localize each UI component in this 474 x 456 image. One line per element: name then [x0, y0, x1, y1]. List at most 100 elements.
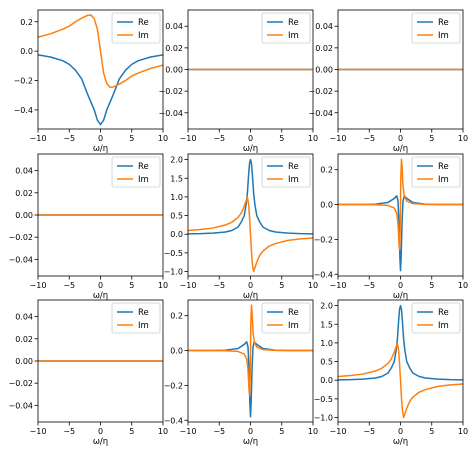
y-tick-label: 0.0 [20, 47, 33, 56]
x-tick-label: 0 [248, 134, 253, 143]
x-axis-label: ω/η [393, 291, 408, 301]
y-tick-label: −0.02 [158, 87, 183, 96]
x-axis-label: ω/η [393, 437, 408, 447]
x-tick-label: 10 [158, 281, 168, 290]
x-tick-label: 10 [308, 281, 318, 290]
y-tick-label: −0.2 [314, 235, 333, 244]
y-tick-label: 0.00 [15, 211, 33, 220]
y-tick-label: −0.02 [8, 379, 33, 388]
legend-label-re: Re [438, 162, 449, 172]
x-tick-label: −5 [213, 427, 225, 436]
y-tick-label: −0.04 [308, 109, 333, 118]
x-tick-label: 5 [429, 427, 434, 436]
legend-box [411, 12, 461, 44]
legend: Re Im [261, 12, 311, 44]
y-tick-label: −0.4 [14, 106, 33, 115]
y-tick-label: −0.04 [8, 401, 33, 410]
x-tick-label: −5 [363, 134, 375, 143]
y-tick-label: 0.0 [170, 230, 183, 239]
chart-panel-9: −10 −5 0 5 10 −1.0 −0.5 0.0 0.5 1.0 1.5 2.0 ω/η Re Im [314, 299, 468, 447]
legend-label-im: Im [288, 175, 299, 185]
legend-label-im: Im [438, 31, 449, 41]
x-tick-label: 0 [98, 134, 103, 143]
y-tick-label: −0.04 [158, 109, 183, 118]
x-tick-label: 5 [429, 281, 434, 290]
x-tick-label: 5 [129, 134, 134, 143]
y-tick-label: 0.0 [170, 347, 183, 356]
y-tick-label: −0.02 [8, 233, 33, 242]
x-tick-label: 0 [398, 427, 403, 436]
legend-box [261, 302, 311, 334]
x-tick-label: −5 [363, 281, 375, 290]
y-tick-label: 0.02 [15, 335, 33, 344]
x-tick-label: 5 [279, 281, 284, 290]
series-line-im [338, 342, 463, 419]
legend: Re Im [111, 12, 161, 44]
x-axis-label: ω/η [243, 144, 258, 154]
x-tick-label: 0 [98, 281, 103, 290]
legend: Re Im [111, 302, 161, 334]
x-tick-label: −10 [30, 281, 47, 290]
legend-label-re: Re [138, 308, 149, 318]
x-tick-label: 10 [458, 134, 468, 143]
x-tick-label: 10 [458, 281, 468, 290]
x-tick-label: −10 [30, 134, 47, 143]
chart-panel-7: −10 −5 0 5 10 −0.04 −0.02 0.00 0.02 0.04 ω/η Re Im [8, 299, 168, 447]
legend-label-im: Im [138, 175, 149, 185]
y-tick-label: 2.0 [320, 302, 333, 311]
y-tick-label: 0.2 [320, 166, 333, 175]
x-tick-label: 10 [458, 427, 468, 436]
y-tick-label: 2.0 [170, 156, 183, 165]
y-tick-label: 0.04 [315, 22, 333, 31]
y-tick-label: 0.5 [320, 358, 333, 367]
legend-label-re: Re [138, 18, 149, 28]
series-line-im [338, 158, 463, 251]
chart-panel-1: −10 −5 0 5 10 −0.4 −0.2 0.0 0.2 ω/η Re Im [14, 9, 168, 154]
legend: Re Im [261, 156, 311, 188]
legend-label-im: Im [288, 31, 299, 41]
y-tick-label: 0.2 [20, 18, 33, 27]
x-tick-label: 5 [279, 134, 284, 143]
x-tick-label: −10 [330, 281, 347, 290]
chart-panel-8: −10 −5 0 5 10 −0.4 −0.2 0.0 0.2 ω/η Re Im [164, 299, 318, 447]
x-tick-label: 10 [308, 134, 318, 143]
legend: Re Im [411, 12, 461, 44]
y-tick-label: −0.5 [164, 249, 183, 258]
y-tick-label: 0.2 [170, 312, 183, 321]
chart-panel-4: −10 −5 0 5 10 −0.04 −0.02 0.00 0.02 0.04 ω/η Re Im [8, 153, 168, 301]
series-line-re [188, 341, 313, 418]
x-tick-label: 10 [158, 134, 168, 143]
chart-panel-2: −10 −5 0 5 10 −0.04 −0.02 0.00 0.02 0.04 ω/η Re Im [158, 9, 318, 154]
y-tick-label: 0.04 [15, 313, 33, 322]
legend-label-re: Re [438, 18, 449, 28]
y-tick-label: −0.02 [308, 87, 333, 96]
legend-label-im: Im [138, 321, 149, 331]
x-tick-label: 0 [248, 281, 253, 290]
x-tick-label: 0 [98, 427, 103, 436]
y-tick-label: −0.04 [8, 255, 33, 264]
chart-panel-5: −10 −5 0 5 10 −1.0 −0.5 0.0 0.5 1.0 1.5 2.0 ω/η Re Im [164, 153, 318, 301]
series-line-re [38, 54, 163, 126]
x-tick-label: 0 [398, 281, 403, 290]
y-tick-label: 0.00 [315, 66, 333, 75]
series-line-im [38, 14, 163, 88]
x-tick-label: 5 [129, 427, 134, 436]
x-tick-label: 0 [248, 427, 253, 436]
x-tick-label: −10 [330, 427, 347, 436]
y-tick-label: 0.00 [165, 66, 183, 75]
series-line-re [338, 304, 463, 381]
y-tick-label: 1.0 [320, 339, 333, 348]
y-tick-label: 0.02 [15, 189, 33, 198]
x-tick-label: 10 [308, 427, 318, 436]
x-tick-label: −10 [30, 427, 47, 436]
legend-box [111, 156, 161, 188]
x-tick-label: 10 [158, 427, 168, 436]
legend: Re Im [111, 156, 161, 188]
x-axis-label: ω/η [93, 144, 108, 154]
y-tick-label: 0.04 [165, 22, 183, 31]
y-tick-label: 0.04 [15, 167, 33, 176]
legend: Re Im [411, 156, 461, 188]
legend-box [411, 302, 461, 334]
y-tick-label: 1.5 [320, 320, 333, 329]
x-tick-label: 5 [279, 427, 284, 436]
